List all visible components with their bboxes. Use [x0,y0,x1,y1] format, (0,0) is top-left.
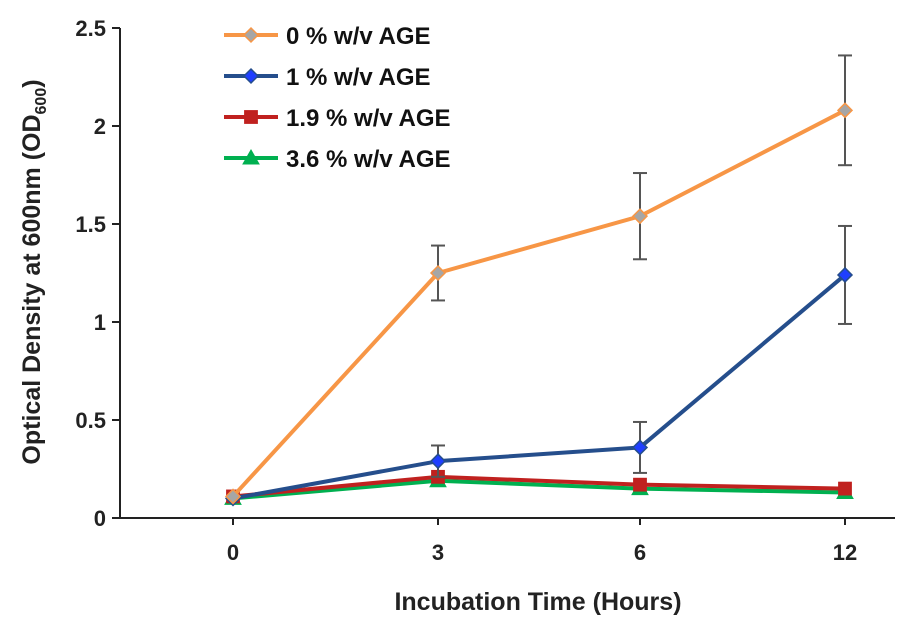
series-layer [224,54,854,507]
y-axis-title-tail: ) [18,79,46,87]
x-tick-label: 6 [634,540,646,565]
y-tick-label: 1.5 [75,212,106,237]
series-line [232,474,846,499]
legend-label: 1 % w/v AGE [286,64,431,91]
plot-area [224,54,854,507]
y-axis-title-main: Optical Density at 600nm (OD [18,114,46,464]
y-axis-ticks: 0 0.5 1 1.5 2 2.5 [75,16,120,531]
y-tick-label: 2 [94,114,106,139]
legend-item: 0 % w/v AGE [224,23,431,50]
legend-label: 0 % w/v AGE [286,23,431,50]
x-axis-title: Incubation Time (Hours) [394,588,681,616]
marker-square [838,481,852,496]
marker-diamond [224,488,242,505]
y-tick-label: 0.5 [75,408,106,433]
marker-triangle [242,148,260,165]
marker-diamond [429,264,447,282]
marker-square [633,477,647,492]
marker-diamond [836,266,854,284]
series-1 [224,224,854,507]
y-tick-label: 0 [94,506,106,531]
legend-item: 1 % w/v AGE [224,64,431,91]
marker-diamond [429,453,447,470]
x-axis: 0 3 6 12 Incubation Time (Hours) [120,517,895,616]
x-axis-ticks: 0 3 6 12 [227,518,857,565]
marker-diamond [836,102,854,119]
legend-label: 1.9 % w/v AGE [286,105,451,132]
y-axis: 0 0.5 1 1.5 2 2.5 Optical Density at 600nm (O… [18,16,121,531]
x-tick-label: 3 [432,540,444,565]
marker-diamond [242,67,260,85]
marker-diamond [631,439,649,456]
y-tick-label: 2.5 [75,16,106,41]
legend-label: 3.6 % w/v AGE [286,146,451,173]
x-tick-label: 0 [227,540,239,565]
marker-diamond [242,26,260,44]
x-tick-label: 12 [833,540,857,565]
y-axis-title: Optical Density at 600nm (OD600) [18,79,50,464]
marker-diamond [631,208,649,225]
series-line [232,273,847,501]
legend-item: 3.6 % w/v AGE [224,146,451,173]
series-0 [224,54,854,505]
legend-item: 1.9 % w/v AGE [224,105,451,132]
series-line [232,478,846,501]
y-axis-title-subscript: 600 [33,88,50,115]
y-tick-label: 1 [94,310,106,335]
legend: 0 % w/v AGE 1 % w/v AGE 1.9 % w/v AGE 3.6 %… [224,23,451,173]
series-line [231,108,846,498]
marker-square [244,110,258,124]
